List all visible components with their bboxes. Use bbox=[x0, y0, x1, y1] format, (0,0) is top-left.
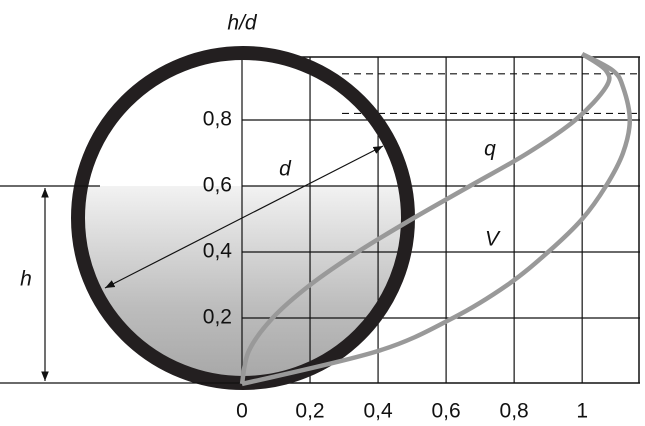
depth-label: h bbox=[20, 268, 32, 291]
series-label: V bbox=[485, 228, 501, 251]
series-line bbox=[239, 52, 612, 385]
x-tick-label: 0,8 bbox=[500, 400, 529, 423]
x-tick-label: 0,6 bbox=[432, 400, 461, 423]
x-tick-label: 1 bbox=[576, 400, 588, 423]
x-tick-label: 0 bbox=[236, 400, 248, 423]
y-tick-label: 0,2 bbox=[203, 306, 232, 329]
y-axis-label: h/d bbox=[227, 12, 258, 35]
x-tick-label: 0,2 bbox=[295, 400, 324, 423]
series-line bbox=[241, 52, 633, 387]
diameter-arrow bbox=[104, 145, 384, 289]
x-tick-label: 0,4 bbox=[363, 400, 393, 423]
diameter-label: d bbox=[279, 158, 292, 181]
y-tick-label: 0,8 bbox=[203, 108, 232, 131]
series-label: q bbox=[484, 138, 496, 161]
y-tick-label: 0,4 bbox=[203, 240, 233, 263]
y-tick-label: 0,6 bbox=[203, 174, 232, 197]
